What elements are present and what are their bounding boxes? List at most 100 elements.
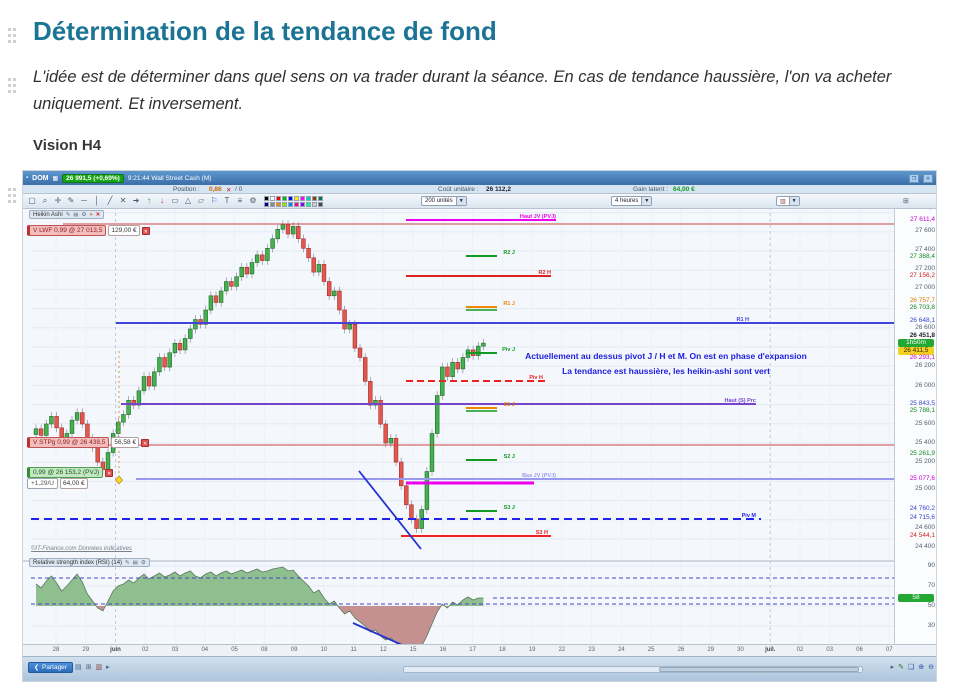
- drag-handle-icon[interactable]: [8, 78, 11, 81]
- up-arrow-icon[interactable]: ↑: [147, 196, 151, 205]
- color-swatch[interactable]: [270, 201, 275, 207]
- chart-window-titlebar[interactable]: ▪ DOM ▦ 26 991,5 (+0,69%) 9:21:44 Wall S…: [23, 171, 936, 185]
- candlestick-icon: ▥: [780, 198, 786, 205]
- date-tick: 04: [201, 647, 209, 653]
- color-swatch[interactable]: [318, 195, 323, 201]
- edit-icon[interactable]: ✎: [65, 211, 71, 218]
- text-tool-icon[interactable]: T: [224, 196, 230, 205]
- add-icon[interactable]: +: [89, 211, 93, 218]
- price-axis[interactable]: [894, 207, 936, 644]
- gear-icon[interactable]: ⚙: [81, 211, 87, 218]
- channel-icon[interactable]: ▱: [197, 196, 205, 205]
- chart-grid-icon[interactable]: ⊞: [85, 664, 92, 671]
- color-swatch[interactable]: [270, 195, 275, 201]
- date-tick: 22: [558, 647, 566, 653]
- position-label: Position :: [173, 186, 200, 193]
- flag-icon[interactable]: ⚐: [210, 196, 218, 205]
- folder-icon[interactable]: ▤: [132, 559, 138, 566]
- remove-icon[interactable]: ✕: [95, 211, 101, 218]
- triangle-icon[interactable]: △: [184, 196, 192, 205]
- play-icon[interactable]: ▸: [106, 664, 110, 671]
- color-swatch[interactable]: [312, 201, 317, 207]
- drag-handle-icon[interactable]: [8, 28, 11, 31]
- share-button[interactable]: ❮ Partager: [28, 662, 73, 673]
- date-tick: 15: [409, 647, 417, 653]
- color-swatch[interactable]: [300, 195, 305, 201]
- folder-icon[interactable]: ▤: [73, 211, 79, 218]
- color-swatch[interactable]: [306, 201, 311, 207]
- date-tick: 16: [439, 647, 447, 653]
- chevron-down-icon: ▼: [788, 197, 799, 205]
- layout-grid-icon[interactable]: ⊞: [903, 198, 909, 205]
- color-swatch[interactable]: [282, 201, 287, 207]
- date-tick: 06: [856, 647, 863, 653]
- pointer-icon[interactable]: ▢: [28, 196, 36, 205]
- color-swatch[interactable]: [264, 195, 269, 201]
- crosshair-icon[interactable]: ✛: [54, 196, 62, 205]
- pencil-icon[interactable]: ✎: [67, 196, 75, 205]
- fibonacci-icon[interactable]: ≡: [237, 196, 243, 205]
- drag-handle-icon[interactable]: [8, 188, 11, 191]
- gear-icon[interactable]: ⚙: [140, 559, 146, 566]
- zoom-icon[interactable]: ⌕: [42, 196, 48, 205]
- date-tick: 28: [52, 647, 60, 653]
- down-arrow-icon[interactable]: ↓: [160, 196, 164, 205]
- settings-icon[interactable]: ⚙: [249, 196, 257, 205]
- color-swatch[interactable]: [264, 201, 269, 207]
- scrollbar-thumb[interactable]: [659, 667, 859, 672]
- date-tick: 10: [320, 647, 328, 653]
- vertical-line-icon[interactable]: │: [94, 196, 100, 205]
- timeframe-select[interactable]: 4 heures ▼: [611, 196, 653, 206]
- trading-chart-screenshot[interactable]: ▪ DOM ▦ 26 991,5 (+0,69%) 9:21:44 Wall S…: [22, 170, 937, 682]
- color-swatch[interactable]: [294, 195, 299, 201]
- color-swatch[interactable]: [306, 195, 311, 201]
- window-icon: ▪: [26, 175, 29, 181]
- zoom-in-icon[interactable]: ⊕: [918, 664, 925, 671]
- color-swatch[interactable]: [312, 195, 317, 201]
- delete-icon[interactable]: ✕: [119, 196, 127, 205]
- color-swatch[interactable]: [276, 201, 281, 207]
- color-swatch[interactable]: [318, 201, 323, 207]
- color-swatch[interactable]: [288, 195, 293, 201]
- candle-style-icon[interactable]: ▥: [95, 664, 103, 671]
- date-tick: 26: [677, 647, 685, 653]
- edit-icon[interactable]: ✎: [125, 559, 130, 566]
- copyright-note: ©IT-Finance.com Données indicatives: [31, 546, 132, 552]
- units-select[interactable]: 200 unités ▼: [421, 196, 467, 206]
- zoom-out-icon[interactable]: ⊖: [928, 664, 934, 671]
- workspace-label: DOM: [32, 174, 49, 182]
- snapshot-icon[interactable]: ❏: [907, 664, 915, 671]
- color-swatch[interactable]: [276, 195, 281, 201]
- instrument-list-icon[interactable]: ▤: [75, 664, 82, 671]
- expand-icon[interactable]: ▸: [890, 664, 895, 671]
- color-swatch[interactable]: [300, 201, 305, 207]
- color-swatch[interactable]: [288, 201, 293, 207]
- chart-style-select[interactable]: ▥ ▼: [776, 196, 800, 206]
- date-tick: 03: [171, 647, 179, 653]
- date-tick: 23: [588, 647, 596, 653]
- rsi-indicator-tag[interactable]: Relative strength index (RSI) (14) ✎ ▤ ⚙: [29, 558, 150, 567]
- arrow-icon[interactable]: ➜: [132, 196, 140, 205]
- intro-paragraph: L'idée est de déterminer dans quel sens …: [33, 68, 892, 114]
- time-axis[interactable]: 28 29 juin 02 03 04 05 08 09 10 11 12 15 16 17 18 19 22 23…: [23, 644, 936, 656]
- close-icon[interactable]: ✕: [923, 173, 933, 183]
- maximize-icon[interactable]: ❐: [909, 173, 919, 183]
- rectangle-icon[interactable]: ▭: [171, 196, 179, 205]
- heikin-ashi-indicator-tag[interactable]: Heikin Ashi ✎ ▤ ⚙ + ✕: [29, 210, 105, 219]
- price-chart-area[interactable]: [23, 207, 936, 644]
- date-tick: 17: [469, 647, 476, 653]
- draw-mode-icon[interactable]: ✎: [898, 664, 904, 671]
- horizontal-line-icon[interactable]: ─: [81, 196, 87, 205]
- chart-annotation: La tendance est haussière, les heikin-as…: [562, 366, 770, 376]
- segment-icon[interactable]: ╱: [107, 196, 113, 205]
- color-swatch[interactable]: [282, 195, 287, 201]
- list-icon: ▦: [52, 175, 59, 182]
- date-tick: juil.: [765, 647, 776, 653]
- close-position-icon[interactable]: ✕: [226, 187, 232, 194]
- color-swatch[interactable]: [294, 201, 299, 207]
- quote-badge: 26 991,5 (+0,69%): [62, 173, 124, 183]
- page-title: Détermination de la tendance de fond: [33, 16, 497, 46]
- horizontal-scrollbar[interactable]: [403, 666, 863, 673]
- date-tick: 25: [647, 647, 655, 653]
